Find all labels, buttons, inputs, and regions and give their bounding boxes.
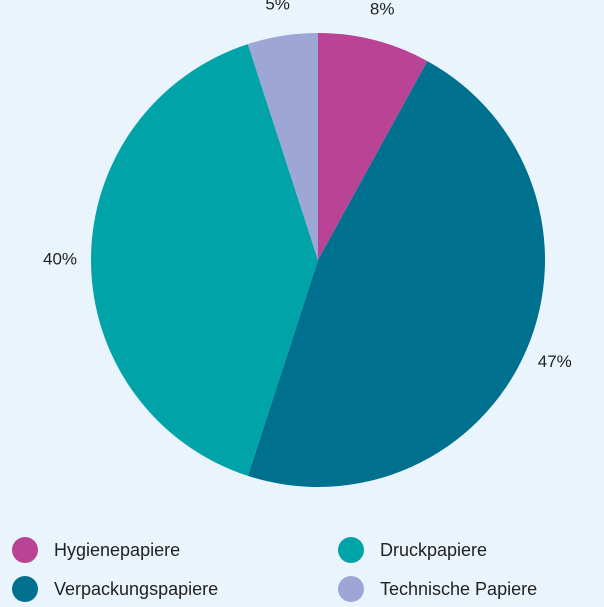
legend-item-verpackungspapiere: Verpackungspapiere: [12, 574, 218, 604]
legend-swatch-hygienepapiere: [12, 537, 38, 563]
legend-item-hygienepapiere: Hygienepapiere: [12, 535, 180, 565]
pie-label-verpackungspapiere: 47%: [538, 352, 572, 371]
legend-label-hygienepapiere: Hygienepapiere: [54, 539, 181, 560]
pie-label-druckpapiere: 40%: [43, 249, 77, 268]
legend-label-druckpapiere: Druckpapiere: [380, 539, 488, 560]
legend-item-druckpapiere: Druckpapiere: [338, 535, 487, 565]
pie-slice-hygienepapiere: [318, 33, 428, 260]
pie-slice-verpackungspapiere: [247, 61, 545, 487]
pie-slice-technische-papiere: [247, 33, 318, 260]
legend: Hygienepapiere Druckpapiere Verpackungsp…: [0, 530, 604, 607]
legend-swatch-druckpapiere: [338, 537, 364, 563]
pie-label-hygienepapiere: 8%: [370, 0, 395, 19]
legend-label-verpackungspapiere: Verpackungspapiere: [54, 578, 219, 599]
legend-swatch-technische-papiere: [338, 576, 364, 602]
pie-chart: 8% 47% 40% 5%: [43, 0, 572, 487]
legend-label-technische-papiere: Technische Papiere: [380, 578, 538, 599]
pie-label-technische-papiere: 5%: [265, 0, 290, 14]
pie-slice-druckpapiere: [91, 44, 318, 476]
legend-swatch-verpackungspapiere: [12, 576, 38, 602]
legend-item-technische-papiere: Technische Papiere: [338, 574, 537, 604]
